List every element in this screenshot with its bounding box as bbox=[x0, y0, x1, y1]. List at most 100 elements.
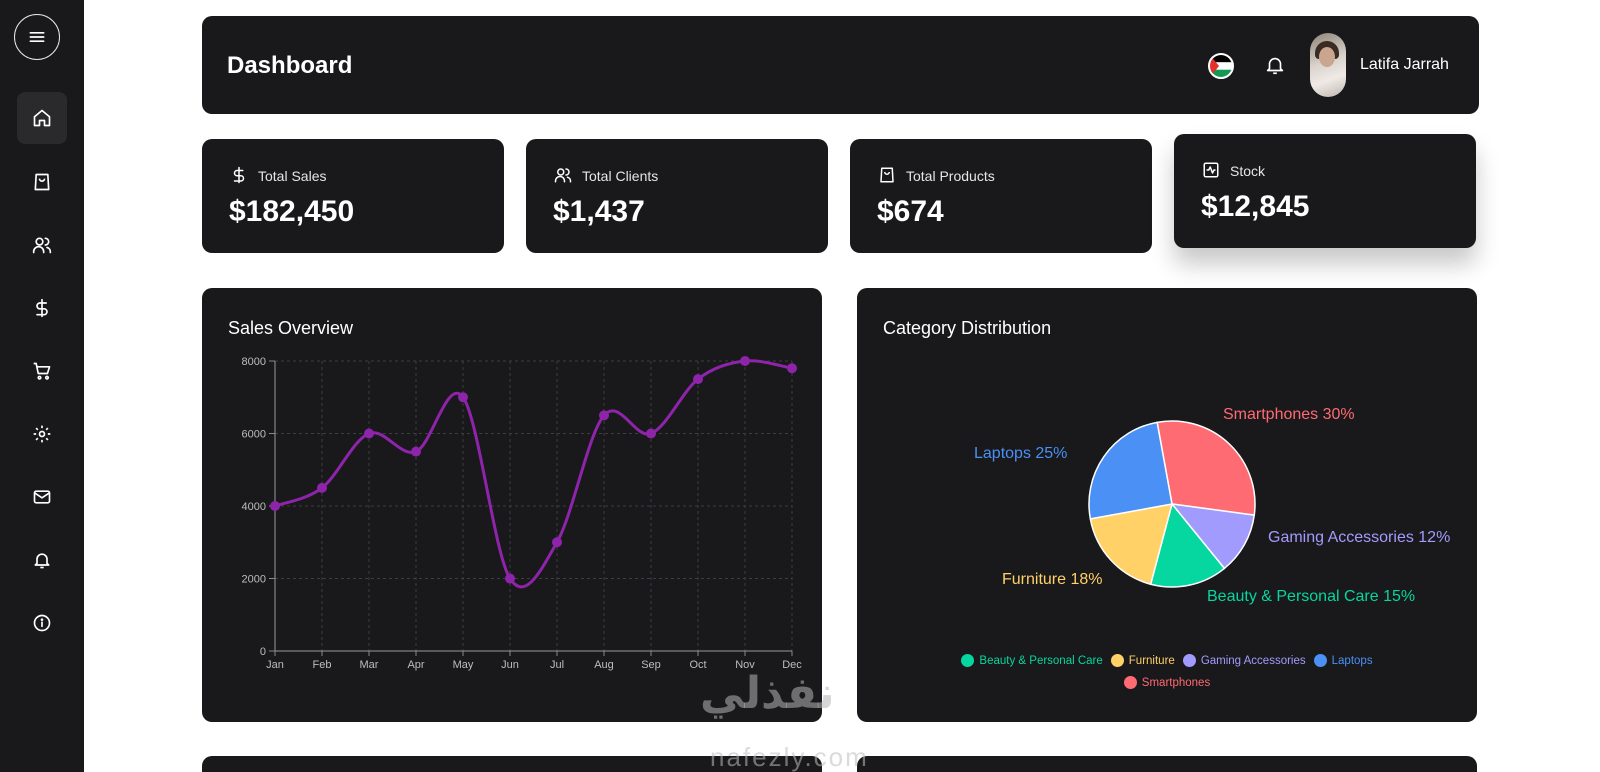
data-point bbox=[552, 537, 562, 548]
x-tick-label: Sep bbox=[641, 659, 661, 671]
data-point bbox=[599, 410, 609, 421]
data-point bbox=[646, 428, 656, 439]
category-distribution-card: Category Distribution Smartphones 30% Gam… bbox=[857, 288, 1477, 722]
user-name: Latifa Jarrah bbox=[1360, 56, 1449, 73]
pie-slice bbox=[1089, 503, 1174, 586]
stat-label: Stock bbox=[1230, 163, 1266, 179]
chart-title: Sales Overview bbox=[228, 318, 354, 338]
sidebar-item-settings[interactable] bbox=[17, 408, 67, 460]
x-tick-label: Oct bbox=[689, 659, 706, 671]
x-tick-label: Dec bbox=[782, 659, 802, 671]
x-tick-label: Aug bbox=[594, 659, 614, 671]
stat-value: $1,437 bbox=[553, 195, 645, 228]
x-tick-label: Mar bbox=[360, 659, 379, 671]
legend-swatch bbox=[1110, 654, 1124, 667]
legend-row: Smartphones bbox=[857, 676, 1477, 692]
x-tick-label: May bbox=[453, 659, 474, 671]
sidebar-item-home[interactable] bbox=[17, 92, 67, 144]
shopping-bag-icon bbox=[34, 173, 50, 191]
bottom-card-left bbox=[202, 756, 822, 772]
page-title: Dashboard bbox=[227, 52, 353, 79]
stat-label: Total Sales bbox=[258, 168, 327, 184]
sales-overview-card: Sales Overview 0 2000 4000 6000 8000 Jan Feb Ma… bbox=[202, 288, 822, 722]
y-tick-label: 2000 bbox=[242, 574, 266, 586]
sidebar-item-products[interactable] bbox=[17, 156, 67, 208]
legend-item[interactable]: Furniture bbox=[1110, 654, 1175, 667]
avatar[interactable] bbox=[1310, 33, 1346, 97]
chart-legend: Beauty & Personal Care Furniture Gaming Ac… bbox=[857, 654, 1477, 698]
cart-icon bbox=[33, 362, 51, 380]
sidebar-item-sales[interactable] bbox=[17, 282, 67, 334]
sidebar bbox=[0, 0, 84, 772]
users-icon bbox=[32, 237, 52, 254]
legend-swatch bbox=[1182, 654, 1196, 667]
pie-slice bbox=[1149, 502, 1226, 588]
sales-series-line bbox=[274, 359, 793, 589]
info-icon bbox=[33, 614, 51, 632]
category-pie-chart: Smartphones 30% Gaming Accessories 12% Bea… bbox=[974, 406, 1450, 605]
stat-label: Total Clients bbox=[582, 168, 659, 184]
hamburger-icon bbox=[29, 32, 45, 43]
legend-label: Smartphones bbox=[1141, 676, 1211, 689]
activity-icon bbox=[1203, 162, 1219, 178]
legend-label: Gaming Accessories bbox=[1200, 654, 1306, 667]
menu-toggle-button[interactable] bbox=[14, 14, 60, 60]
legend-label: Beauty & Personal Care bbox=[979, 654, 1103, 667]
watermark-logo: نفذلي bbox=[700, 668, 835, 719]
legend-item[interactable]: Smartphones bbox=[1123, 676, 1211, 689]
slice-label: Smartphones 30% bbox=[1223, 406, 1355, 423]
sidebar-item-messages[interactable] bbox=[17, 471, 67, 523]
dollar-icon bbox=[233, 166, 245, 184]
x-tick-label: Feb bbox=[313, 659, 332, 671]
settings-icon bbox=[33, 425, 51, 443]
notifications-button[interactable] bbox=[1262, 52, 1288, 78]
sidebar-item-notifications[interactable] bbox=[17, 534, 67, 586]
legend-item[interactable]: Beauty & Personal Care bbox=[961, 654, 1103, 667]
stat-card-total-clients: Total Clients $1,437 bbox=[526, 139, 828, 253]
stat-value: $674 bbox=[877, 195, 944, 228]
y-tick-label: 8000 bbox=[242, 356, 266, 368]
legend-row: Beauty & Personal Care Furniture Gaming Ac… bbox=[857, 654, 1477, 670]
sales-line-chart: 0 2000 4000 6000 8000 Jan Feb Mar Apr May Jun Jul Au… bbox=[242, 356, 802, 671]
pie-slice bbox=[1088, 421, 1173, 520]
data-point bbox=[740, 356, 750, 366]
dollar-icon bbox=[36, 298, 48, 318]
watermark-text: nafezly.com bbox=[710, 742, 869, 772]
stat-value: $12,845 bbox=[1201, 190, 1310, 223]
legend-label: Laptops bbox=[1331, 654, 1373, 667]
legend-label: Furniture bbox=[1128, 654, 1175, 667]
stat-card-total-products: Total Products $674 bbox=[850, 139, 1152, 253]
x-tick-label: Jul bbox=[550, 659, 564, 671]
y-tick-label: 4000 bbox=[242, 501, 266, 513]
mail-icon bbox=[33, 490, 51, 504]
slice-label: Furniture 18% bbox=[1002, 571, 1103, 588]
data-point bbox=[458, 392, 468, 403]
pie-slice bbox=[1156, 420, 1256, 516]
data-point bbox=[317, 482, 327, 493]
sidebar-item-clients[interactable] bbox=[17, 219, 67, 271]
home-icon bbox=[33, 109, 51, 127]
legend-swatch bbox=[961, 654, 975, 667]
sidebar-item-cart[interactable] bbox=[17, 345, 67, 397]
users-icon bbox=[554, 168, 572, 183]
slice-label: Gaming Accessories 12% bbox=[1268, 529, 1450, 546]
y-tick-label: 0 bbox=[260, 646, 266, 658]
x-tick-label: Jun bbox=[501, 659, 519, 671]
sidebar-item-info[interactable] bbox=[17, 597, 67, 649]
stat-label: Total Products bbox=[906, 168, 995, 184]
language-flag-icon[interactable] bbox=[1208, 53, 1234, 79]
slice-label: Beauty & Personal Care 15% bbox=[1207, 588, 1415, 605]
x-tick-label: Jan bbox=[266, 659, 284, 671]
bottom-card-right bbox=[857, 756, 1477, 772]
legend-swatch bbox=[1123, 676, 1137, 689]
stat-value: $182,450 bbox=[229, 195, 355, 228]
bell-icon bbox=[34, 553, 50, 569]
slice-label: Laptops 25% bbox=[974, 445, 1067, 462]
data-point bbox=[505, 573, 515, 584]
pie-slice bbox=[1170, 503, 1256, 570]
shopping-bag-icon bbox=[880, 167, 894, 183]
legend-item[interactable]: Gaming Accessories bbox=[1182, 654, 1306, 667]
bell-icon bbox=[1266, 57, 1284, 75]
legend-item[interactable]: Laptops bbox=[1313, 654, 1373, 667]
data-point bbox=[693, 374, 703, 385]
